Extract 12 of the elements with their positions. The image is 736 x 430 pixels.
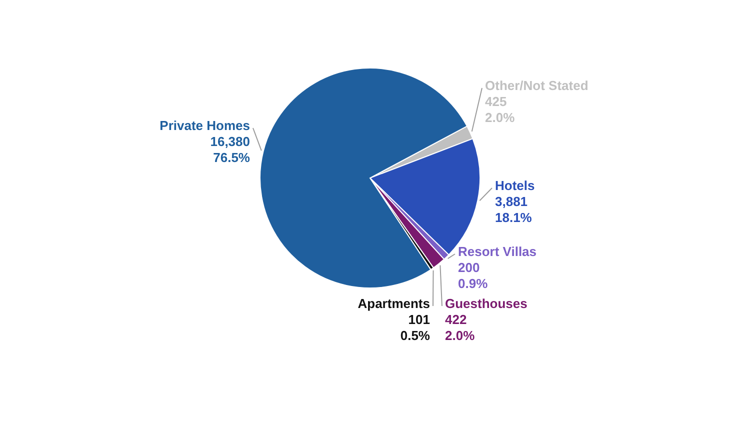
slice-label: Guesthouses — [445, 296, 528, 311]
data-label: 101 0.5% — [400, 312, 430, 343]
slice-label: Apartments — [358, 296, 430, 311]
data-label: 16,380 76.5% — [210, 134, 250, 165]
data-label: 3,881 18.1% — [495, 194, 532, 225]
data-label: 422 2.0% — [445, 312, 476, 343]
slice-label: Resort Villas — [458, 244, 537, 259]
slice-label: Private Homes — [160, 118, 250, 133]
data-label: 200 0.9% — [458, 260, 488, 291]
slice-label: Hotels — [495, 178, 535, 193]
slice-label: Other/Not Stated — [485, 78, 588, 93]
data-label: 425 2.0% — [485, 94, 516, 125]
